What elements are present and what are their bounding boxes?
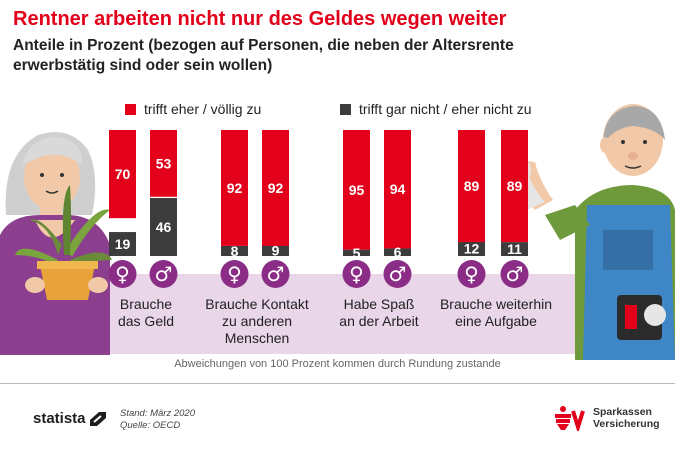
category-label-line: Brauche weiterhin [439, 296, 553, 312]
value-label-disagree-kontakt-male: 9 [272, 242, 280, 258]
footer-divider [0, 383, 675, 384]
female-icon [108, 260, 137, 288]
legend-swatch-agree [125, 103, 136, 115]
category-label-line: Brauche [119, 296, 173, 312]
category-label-kontakt: Brauche Kontakt zu anderen Menschen [197, 296, 317, 347]
sv-logo-icon [555, 406, 585, 431]
value-label-agree-aufgabe-female: 89 [464, 178, 480, 194]
bar-disagree-spass-male [384, 248, 411, 256]
value-label-disagree-spass-male: 6 [394, 244, 402, 260]
bar-agree-geld-female [109, 130, 136, 219]
bar-disagree-aufgabe-male [501, 242, 528, 256]
chart-title: Rentner arbeiten nicht nur des Geldes we… [13, 8, 507, 30]
value-label-disagree-geld-male: 46 [156, 219, 172, 235]
legend-label-agree: trifft eher / völlig zu [144, 101, 262, 117]
statista-mark-icon [89, 411, 106, 426]
source-quelle: Quelle: OECD [120, 420, 181, 431]
bar-agree-spass-male [384, 130, 411, 249]
statista-wordmark: statista [33, 410, 86, 427]
legend-label-disagree: trifft gar nicht / eher nicht zu [359, 101, 532, 117]
sparkassen-versicherung-logo[interactable]: Sparkassen Versicherung [553, 405, 660, 431]
legend-item-disagree: trifft gar nicht / eher nicht zu [340, 101, 532, 117]
category-band [0, 274, 675, 354]
category-label-geld: Brauche das Geld [86, 296, 206, 330]
bar-disagree-geld-male [150, 198, 177, 256]
category-label-line: Brauche Kontakt [205, 296, 309, 312]
bar-disagree-geld-female [109, 232, 136, 256]
sponsor-text: Sparkassen Versicherung [593, 406, 660, 430]
male-icon [500, 260, 529, 288]
value-label-agree-kontakt-female: 92 [227, 180, 243, 196]
bar-disagree-aufgabe-female [458, 240, 485, 256]
bar-agree-kontakt-male [262, 130, 289, 246]
sponsor-line: Versicherung [593, 418, 660, 430]
value-label-agree-spass-male: 94 [390, 181, 406, 197]
female-symbol: ♀ [464, 262, 479, 286]
value-label-disagree-aufgabe-female: 12 [464, 240, 480, 256]
male-symbol: ♂ [267, 262, 285, 286]
male-icon [261, 260, 290, 288]
category-label-line: eine Aufgabe [455, 313, 537, 329]
value-label-disagree-kontakt-female: 8 [231, 243, 239, 259]
value-label-disagree-geld-female: 19 [115, 236, 131, 252]
male-symbol: ♂ [506, 262, 524, 286]
bar-agree-aufgabe-female [458, 130, 485, 243]
bar-agree-aufgabe-male [501, 130, 528, 243]
male-symbol: ♂ [155, 262, 173, 286]
male-icon [383, 260, 412, 288]
man-with-screw-illustration [504, 104, 675, 360]
value-label-agree-geld-male: 53 [156, 155, 172, 171]
value-label-disagree-aufgabe-male: 11 [507, 241, 522, 257]
category-label-line: Habe Spaß [343, 296, 415, 312]
woman-with-plant-illustration [0, 132, 112, 355]
category-label-line: das Geld [117, 313, 175, 329]
category-label-aufgabe: Brauche weiterhin eine Aufgabe [436, 296, 556, 330]
value-label-agree-aufgabe-male: 89 [507, 178, 523, 194]
bar-disagree-kontakt-female [221, 245, 248, 256]
category-label-line: Menschen [224, 330, 290, 346]
female-symbol: ♀ [227, 262, 242, 286]
value-label-agree-spass-female: 95 [349, 182, 365, 198]
bar-disagree-kontakt-male [262, 244, 289, 256]
bar-agree-spass-female [343, 130, 370, 250]
female-icon [342, 260, 371, 288]
category-label-spass: Habe Spaß an der Arbeit [319, 296, 439, 330]
value-label-agree-geld-female: 70 [115, 166, 131, 182]
male-symbol: ♂ [389, 262, 407, 286]
rounding-note: Abweichungen von 100 Prozent kommen durc… [174, 358, 501, 370]
category-label-line: an der Arbeit [339, 313, 419, 329]
value-label-agree-kontakt-male: 92 [268, 180, 284, 196]
source-info: Stand: März 2020 Quelle: OECD [120, 408, 195, 432]
female-symbol: ♀ [115, 262, 130, 286]
male-icon [149, 260, 178, 288]
stand-date: Stand: März 2020 [120, 408, 195, 419]
legend-swatch-disagree [340, 103, 351, 115]
legend-item-agree: trifft eher / völlig zu [125, 101, 261, 117]
bar-agree-geld-male [150, 130, 177, 197]
female-icon [220, 260, 249, 288]
category-label-line: zu anderen [221, 313, 293, 329]
value-label-disagree-spass-female: 5 [353, 245, 361, 261]
female-icon [457, 260, 486, 288]
statista-logo[interactable]: statista [33, 410, 106, 427]
female-symbol: ♀ [349, 262, 364, 286]
bar-agree-kontakt-female [221, 130, 248, 246]
sponsor-line: Sparkassen [593, 406, 652, 418]
bar-disagree-spass-female [343, 249, 370, 256]
chart-subtitle: Anteile in Prozent (bezogen auf Personen… [13, 37, 514, 74]
